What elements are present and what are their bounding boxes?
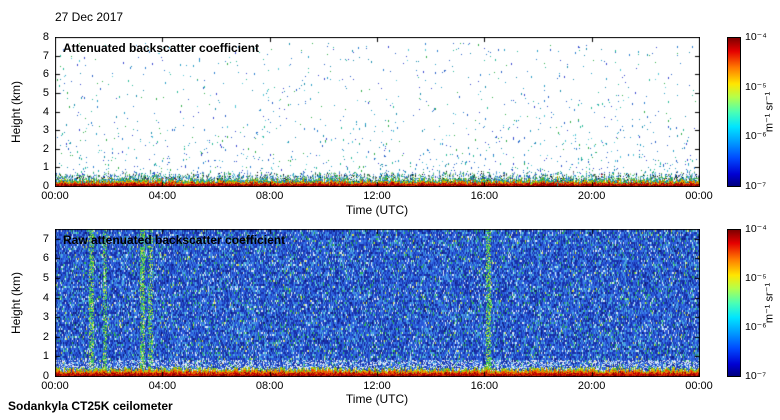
x-tick-label: 12:00 bbox=[363, 380, 391, 392]
y-tick-label: 3 bbox=[42, 311, 49, 324]
x-tick-label: 00:00 bbox=[685, 380, 713, 392]
x-tick-label: 04:00 bbox=[148, 190, 177, 202]
colorbar-tick-label: 10⁻⁵ bbox=[745, 272, 767, 284]
footer-instrument-label: Sodankyla CT25K ceilometer bbox=[8, 399, 173, 413]
top-colorbar-unit-label: m⁻¹ sr⁻¹ bbox=[763, 91, 776, 133]
y-tick-label: 7 bbox=[42, 49, 49, 62]
x-tick-label: 16:00 bbox=[470, 380, 499, 392]
y-tick-label: 8 bbox=[42, 31, 49, 43]
colorbar-tick-label: 10⁻⁴ bbox=[745, 223, 767, 235]
colorbar-tick-label: 10⁻⁵ bbox=[745, 80, 767, 93]
bottom-colorbar-unit-label: m⁻¹ sr⁻¹ bbox=[763, 282, 776, 324]
y-tick-label: 0 bbox=[42, 180, 49, 192]
y-tick-label: 4 bbox=[42, 105, 49, 118]
bottom-colorbar bbox=[727, 229, 741, 377]
top-panel-title: Attenuated backscatter coefficient bbox=[63, 41, 260, 55]
date-label: 27 Dec 2017 bbox=[55, 10, 124, 24]
y-tick-label: 2 bbox=[42, 330, 49, 343]
x-tick-label: 20:00 bbox=[577, 190, 606, 202]
y-tick-label: 7 bbox=[42, 232, 49, 245]
raw-attenuated-backscatter-heatmap bbox=[55, 229, 700, 377]
y-tick-label: 6 bbox=[42, 68, 49, 81]
x-tick-label: 16:00 bbox=[470, 190, 499, 202]
x-tick-label: 12:00 bbox=[363, 190, 391, 202]
y-tick-label: 5 bbox=[42, 86, 49, 99]
y-tick-label: 0 bbox=[42, 370, 49, 382]
colorbar-tick-label: 10⁻⁷ bbox=[745, 180, 767, 192]
x-tick-label: 08:00 bbox=[255, 380, 284, 392]
x-tick-label: 00:00 bbox=[41, 380, 69, 392]
y-tick-label: 6 bbox=[42, 252, 49, 265]
bottom-x-axis-label: Time (UTC) bbox=[345, 392, 409, 406]
top-x-axis-label: Time (UTC) bbox=[345, 203, 409, 217]
colorbar-tick-label: 10⁻⁷ bbox=[745, 370, 767, 382]
x-tick-label: 00:00 bbox=[41, 190, 69, 202]
x-tick-label: 00:00 bbox=[685, 190, 713, 202]
attenuated-backscatter-heatmap bbox=[55, 37, 700, 187]
x-tick-label: 04:00 bbox=[148, 380, 177, 392]
bottom-panel-title: Raw attenuated backscatter coefficient bbox=[63, 233, 286, 247]
x-tick-label: 20:00 bbox=[577, 380, 606, 392]
y-tick-label: 4 bbox=[42, 291, 49, 304]
colorbar-tick-label: 10⁻⁴ bbox=[745, 31, 767, 43]
y-tick-label: 2 bbox=[42, 142, 49, 155]
colorbar-tick-label: 10⁻⁶ bbox=[745, 130, 767, 143]
y-tick-label: 1 bbox=[42, 350, 49, 363]
top-colorbar bbox=[727, 37, 741, 187]
y-tick-label: 1 bbox=[42, 161, 49, 174]
y-tick-label: 5 bbox=[42, 272, 49, 284]
y-tick-label: 3 bbox=[42, 124, 49, 137]
x-tick-label: 08:00 bbox=[255, 190, 284, 202]
colorbar-tick-label: 10⁻⁶ bbox=[745, 321, 767, 333]
